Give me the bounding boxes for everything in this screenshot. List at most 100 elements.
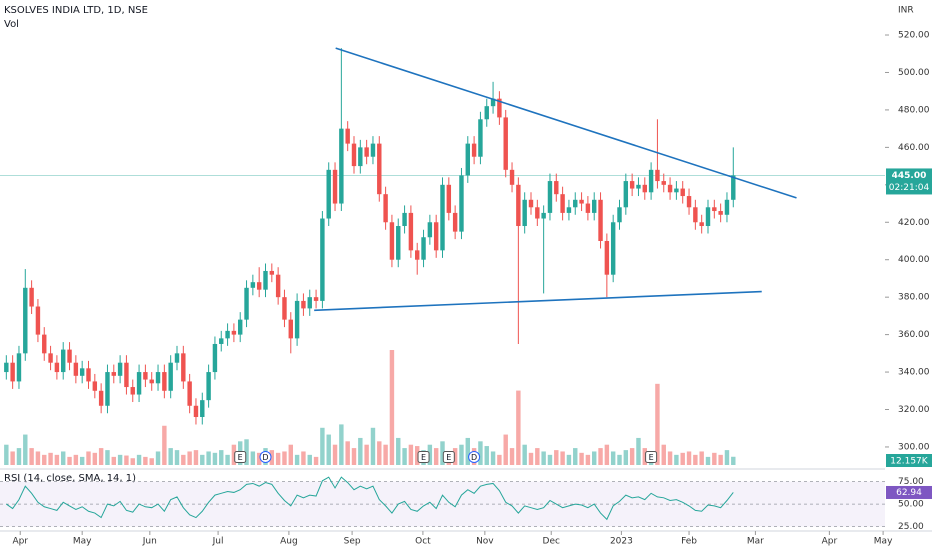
candle-body (61, 349, 66, 373)
event-label: E (649, 453, 654, 462)
y-tick-label: 400.00 (898, 255, 930, 265)
volume-bar (219, 450, 224, 465)
volume-bar (54, 454, 60, 465)
volume-bar (617, 454, 622, 465)
volume-bar (484, 446, 489, 465)
volume-bar (181, 454, 186, 465)
candle-body (181, 353, 186, 382)
candle-body (465, 143, 470, 176)
volume-bar (522, 444, 527, 465)
volume-bar (98, 448, 104, 465)
candle-body (471, 143, 477, 157)
volume-bar (509, 448, 515, 465)
candle-body (23, 287, 28, 354)
volume-bar (136, 454, 142, 465)
volume-bar (149, 458, 154, 465)
candle-body (604, 240, 610, 275)
candle-body (566, 207, 572, 213)
candle-body (155, 372, 161, 384)
candle-body (212, 343, 218, 373)
candle-body (686, 196, 692, 208)
event-marker: D (468, 451, 481, 463)
event-marker: E (417, 451, 430, 463)
volume-bar (396, 437, 401, 465)
volume-bar (427, 444, 433, 465)
event-label: D (471, 453, 477, 462)
candle-body (693, 207, 698, 223)
candle-body (73, 362, 79, 376)
volume-bar (465, 437, 470, 465)
volume-bar (560, 451, 565, 465)
volume-bar (111, 456, 116, 465)
candle-body (718, 211, 723, 215)
candle-body (731, 175, 736, 200)
candle-body (168, 362, 173, 391)
volume-bar (200, 454, 205, 465)
event-label: E (421, 453, 426, 462)
volume-bar (79, 456, 85, 465)
candle-body (560, 194, 565, 213)
candle-body (522, 199, 527, 227)
candle-body (117, 362, 123, 376)
volume-bar (541, 451, 546, 465)
chart-title: KSOLVES INDIA LTD, 1D, NSE (4, 5, 148, 16)
candle-body (4, 362, 9, 373)
candle-body (345, 128, 350, 144)
volume-bar (516, 390, 521, 465)
volume-bar (554, 450, 559, 465)
volume-bar (503, 434, 508, 465)
event-badge (645, 451, 658, 463)
candle-body (149, 379, 154, 384)
x-tick-label: Aug (280, 537, 298, 547)
volume-bar (680, 452, 685, 465)
candle-body (16, 353, 22, 382)
volume-bar (35, 451, 41, 465)
volume-bar (231, 444, 237, 465)
y-tick-label: 500.00 (898, 68, 930, 78)
candle-body (200, 400, 205, 418)
trendline (314, 290, 762, 312)
event-label: E (238, 453, 243, 462)
volume-bar (693, 454, 698, 465)
rsi-tick-label: 50.00 (898, 500, 924, 510)
candle-body (509, 169, 515, 185)
volume-bar (579, 452, 584, 465)
rsi-tick-label: 75.00 (898, 477, 924, 487)
event-marker: E (645, 451, 658, 463)
volume-bar (206, 451, 211, 465)
volume-bar (497, 454, 502, 465)
candle-body (225, 330, 230, 339)
candle-body (105, 372, 110, 406)
volume-bar (143, 456, 148, 465)
volume-bar (345, 441, 350, 465)
candle-body (724, 199, 730, 215)
volume-bar (301, 451, 306, 465)
volume-bar (16, 448, 22, 465)
volume-bar (212, 452, 218, 465)
candle-body (642, 184, 647, 193)
volume-bar (604, 444, 610, 465)
volume-bar (389, 350, 395, 465)
candle-body (301, 300, 306, 309)
event-marker: E (442, 451, 455, 463)
volume-bar (358, 437, 363, 465)
candle-body (124, 362, 129, 388)
candle-body (592, 199, 597, 213)
volume-bar (256, 452, 262, 465)
y-tick-label: 320.00 (898, 405, 930, 415)
candle-body (421, 237, 426, 260)
x-tick-label: Apr (12, 537, 28, 547)
x-tick-label: Sep (344, 537, 361, 547)
candle-body (231, 330, 237, 335)
volume-bar (364, 444, 369, 465)
volume-bar (225, 454, 230, 465)
candle-body (667, 184, 673, 193)
countdown: 02:21:04 (889, 183, 930, 193)
candle-body (339, 128, 344, 204)
candle-body (699, 222, 704, 227)
y-tick-label: 300.00 (898, 442, 930, 452)
volume-bar (377, 441, 382, 465)
volume-bar (282, 451, 287, 465)
candle-body (326, 169, 331, 219)
